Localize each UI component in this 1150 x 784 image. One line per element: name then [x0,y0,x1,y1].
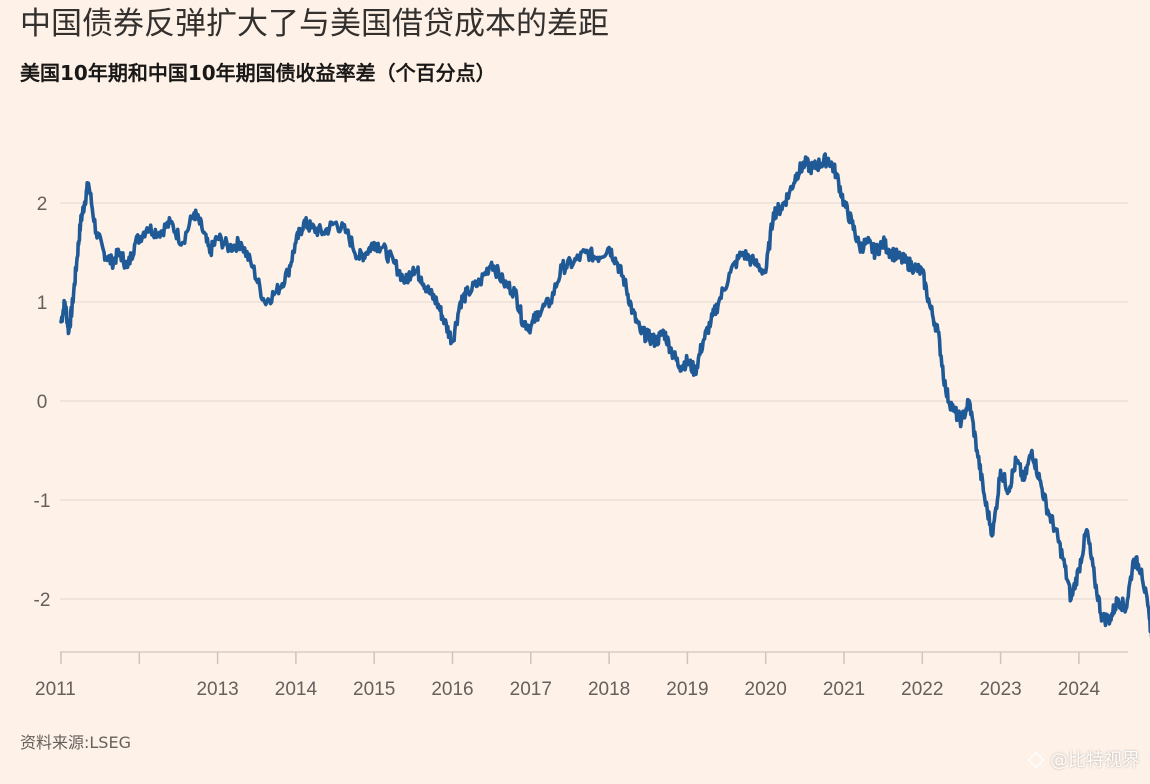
watermark-text: @比特视界 [1050,750,1140,771]
x-tick-label: 2024 [1058,679,1101,700]
y-tick-label: 1 [37,293,48,314]
x-tick-label: 2017 [510,679,552,700]
series-layer [59,152,1150,639]
x-tick-label: 2022 [901,679,943,700]
y-tick-label: 2 [37,194,48,215]
x-tick-label: 2023 [979,679,1021,700]
y-tick-label: -1 [34,491,51,512]
x-tick-label: 2018 [588,679,630,700]
x-tick-label: 2015 [353,679,395,700]
x-tick-label: 2013 [196,679,238,700]
x-tick-label: 2014 [275,679,318,700]
chart-subtitle: 美国10年期和中国10年期国债收益率差（个百分点） [20,61,496,85]
y-tick-label: -2 [34,590,51,611]
x-tick-label: 2019 [666,679,708,700]
watermark: @比特视界 [1027,748,1140,774]
yield-spread-line [59,152,1150,639]
x-axis [60,651,1128,664]
x-tick-label: 2016 [431,679,473,700]
x-tick-label: 2021 [823,679,865,700]
y-tick-label: 0 [37,392,48,413]
source-note: 资料来源:LSEG [20,733,131,752]
x-axis-labels: 2011 2013 2014 2015 2016 2017 2018 2019 2020 2021… [35,679,1100,700]
x-tick-label: 2011 [35,679,76,700]
y-axis-labels: 2 1 0 -1 -2 [34,194,51,611]
chart-title: 中国债券反弹扩大了与美国借贷成本的差距 [20,6,609,42]
x-tick-label: 2020 [745,679,787,700]
diamond-logo-icon [1027,751,1045,769]
